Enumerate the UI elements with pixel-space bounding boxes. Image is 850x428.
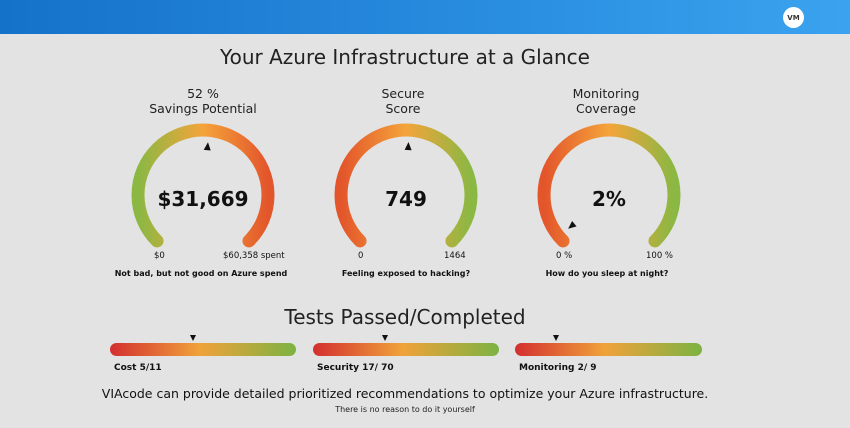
gauge-monitoring-min: 0 % [556,251,573,261]
gauge-secure-min: 0 [358,251,364,261]
gauge-secure-title-line1: Secure [381,86,425,101]
test-marker-monitoring [552,335,559,341]
test-bar-cost [110,343,296,356]
top-bar: VM [0,0,850,34]
test-marker-cost [190,335,197,341]
gauge-monitoring-title: Monitoring Coverage [506,86,706,116]
gauge-pointer [568,220,577,229]
gauge-savings-max: $60,358 spent [223,251,285,261]
gauge-secure-value: 749 [385,187,427,211]
gauge-monitoring-title-line2: Coverage [576,101,636,116]
gauge-savings-title: 52 % Savings Potential [103,86,303,116]
test-label-monitoring: Monitoring 2/ 9 [519,363,597,373]
gauge-secure-title-line2: Score [385,101,421,116]
tests-title: Tests Passed/Completed [284,305,526,329]
footer-subtext: There is no reason to do it yourself [335,405,475,414]
gauge-monitoring-max: 100 % [646,251,674,261]
test-label-security: Security 17/ 70 [317,363,394,373]
user-avatar[interactable]: VM [783,7,804,28]
gauge-secure-title: Secure Score [303,86,503,116]
gauge-savings-caption: Not bad, but not good on Azure spend [114,269,288,278]
gauge-monitoring-caption: How do you sleep at night? [545,269,669,278]
test-label-cost: Cost 5/11 [114,363,162,373]
gauge-savings-title-line2: Savings Potential [149,101,257,116]
gauge-savings-title-line1: 52 % [187,86,219,101]
gauge-savings-value: $31,669 [157,187,249,211]
test-marker-security [382,335,389,341]
page-title: Your Azure Infrastructure at a Glance [220,45,590,69]
gauge-savings-min: $0 [154,251,165,261]
gauge-arc-track [537,123,681,248]
gauge-monitoring-title-line1: Monitoring [572,86,640,101]
gauge-secure-caption: Feeling exposed to hacking? [341,269,471,278]
test-bar-security [313,343,499,356]
gauge-pointer [203,142,211,151]
gauge-arc-track [131,123,275,248]
gauge-savings-arc [131,123,275,248]
gauge-monitoring-value: 2% [592,187,626,211]
gauge-pointer [404,142,412,151]
gauge-secure-arc [334,123,478,248]
footer-recommendation: VIAcode can provide detailed prioritized… [101,386,709,401]
gauge-arc-track [334,123,478,248]
test-bar-monitoring [515,343,702,356]
gauge-secure-max: 1464 [444,251,466,261]
gauge-monitoring-arc [537,123,681,248]
